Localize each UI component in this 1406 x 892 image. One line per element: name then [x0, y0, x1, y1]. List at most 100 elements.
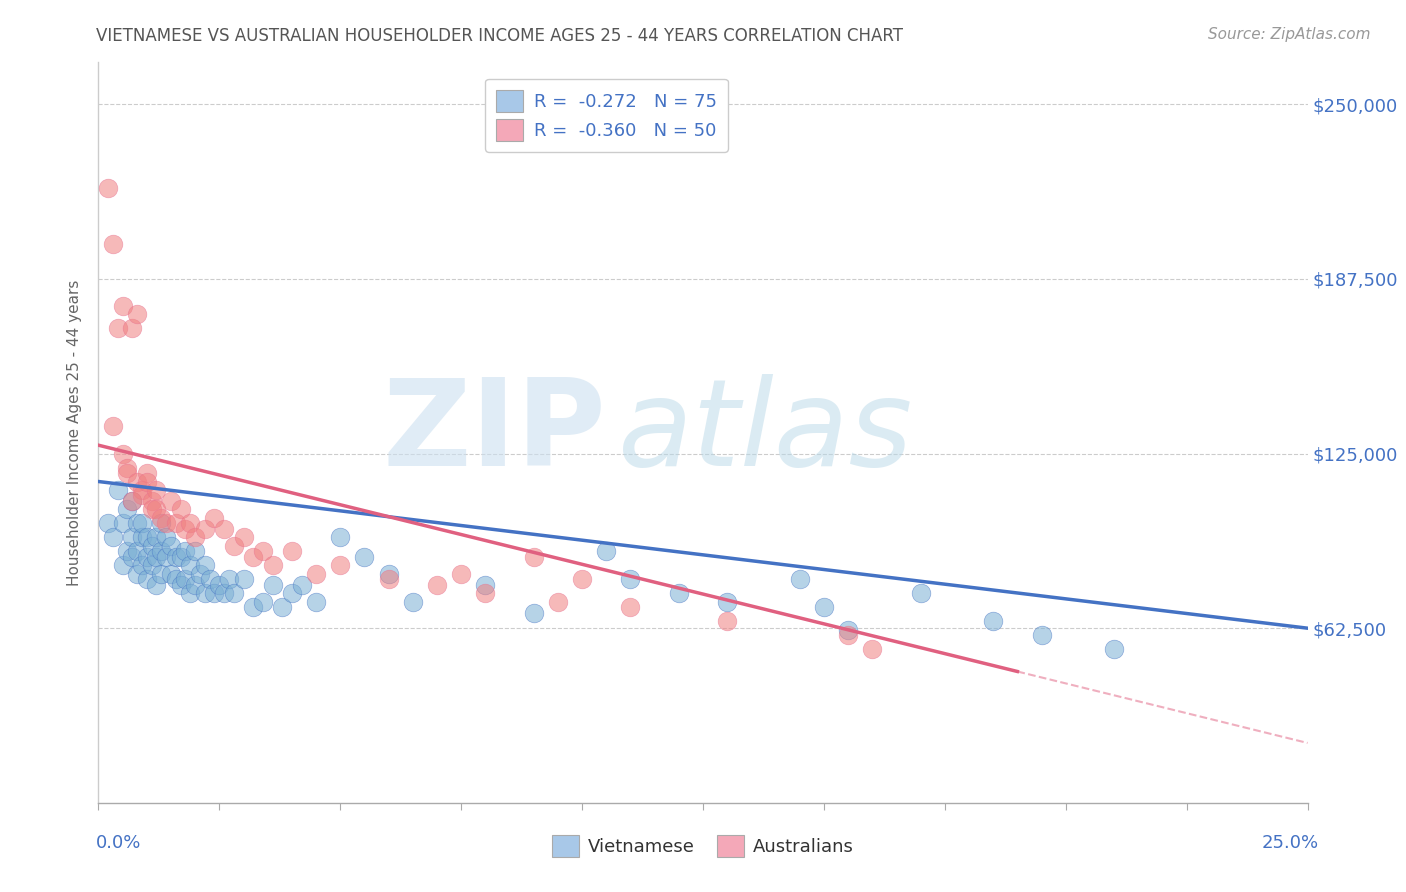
Point [174, 544, 197, 558]
Point [571, 572, 593, 586]
Text: Source: ZipAtlas.com: Source: ZipAtlas.com [1208, 27, 1371, 42]
Point [402, 594, 425, 608]
Point [141, 558, 163, 573]
Point [232, 530, 254, 544]
Point [97, 181, 120, 195]
Point [117, 544, 139, 558]
Point [813, 600, 835, 615]
Point [127, 307, 149, 321]
Text: 0.0%: 0.0% [96, 834, 141, 852]
Point [910, 586, 932, 600]
Point [290, 578, 312, 592]
Point [619, 572, 641, 586]
Point [222, 586, 245, 600]
Point [281, 586, 304, 600]
Point [179, 516, 201, 531]
Point [194, 586, 217, 600]
Point [97, 516, 120, 531]
Point [135, 475, 157, 489]
Point [145, 549, 167, 564]
Point [194, 558, 217, 573]
Point [252, 544, 274, 558]
Point [837, 623, 859, 637]
Point [141, 502, 163, 516]
Point [135, 572, 157, 586]
Point [242, 600, 264, 615]
Point [184, 544, 207, 558]
Point [426, 578, 449, 592]
Point [121, 321, 143, 335]
Point [127, 516, 149, 531]
Text: ZIP: ZIP [382, 374, 606, 491]
Point [194, 522, 217, 536]
Point [169, 578, 191, 592]
Point [305, 566, 328, 581]
Point [111, 558, 134, 573]
Point [1102, 642, 1125, 657]
Point [523, 549, 546, 564]
Point [117, 460, 139, 475]
Point [150, 516, 173, 531]
Point [716, 594, 738, 608]
Point [165, 516, 187, 531]
Text: 25.0%: 25.0% [1261, 834, 1319, 852]
Point [222, 539, 245, 553]
Point [150, 511, 173, 525]
Point [474, 586, 496, 600]
Point [981, 614, 1004, 628]
Y-axis label: Householder Income Ages 25 - 44 years: Householder Income Ages 25 - 44 years [67, 279, 83, 586]
Text: atlas: atlas [619, 374, 914, 491]
Point [619, 600, 641, 615]
Point [145, 530, 167, 544]
Point [174, 522, 197, 536]
Point [135, 466, 157, 480]
Point [101, 530, 124, 544]
Point [837, 628, 859, 642]
Point [218, 572, 240, 586]
Point [165, 572, 187, 586]
Point [107, 321, 129, 335]
Point [204, 511, 226, 525]
Point [450, 566, 472, 581]
Text: VIETNAMESE VS AUSTRALIAN HOUSEHOLDER INCOME AGES 25 - 44 YEARS CORRELATION CHART: VIETNAMESE VS AUSTRALIAN HOUSEHOLDER INC… [96, 27, 903, 45]
Point [121, 494, 143, 508]
Point [242, 549, 264, 564]
Point [145, 502, 167, 516]
Point [101, 237, 124, 252]
Point [111, 516, 134, 531]
Point [523, 606, 546, 620]
Point [145, 578, 167, 592]
Point [131, 516, 153, 531]
Point [262, 578, 284, 592]
Point [668, 586, 690, 600]
Point [155, 549, 177, 564]
Point [305, 594, 328, 608]
Point [117, 502, 139, 516]
Point [150, 566, 173, 581]
Point [131, 530, 153, 544]
Point [198, 572, 221, 586]
Point [271, 600, 294, 615]
Point [131, 558, 153, 573]
Point [121, 494, 143, 508]
Point [155, 516, 177, 531]
Point [111, 446, 134, 460]
Point [150, 544, 173, 558]
Point [127, 544, 149, 558]
Point [174, 572, 197, 586]
Point [281, 544, 304, 558]
Point [212, 586, 235, 600]
Point [789, 572, 811, 586]
Point [179, 558, 201, 573]
Point [329, 558, 352, 573]
Point [101, 418, 124, 433]
Point [353, 549, 375, 564]
Point [262, 558, 284, 573]
Point [160, 566, 183, 581]
Point [141, 494, 163, 508]
Point [1031, 628, 1053, 642]
Point [127, 566, 149, 581]
Point [165, 549, 187, 564]
Point [377, 566, 399, 581]
Point [204, 586, 226, 600]
